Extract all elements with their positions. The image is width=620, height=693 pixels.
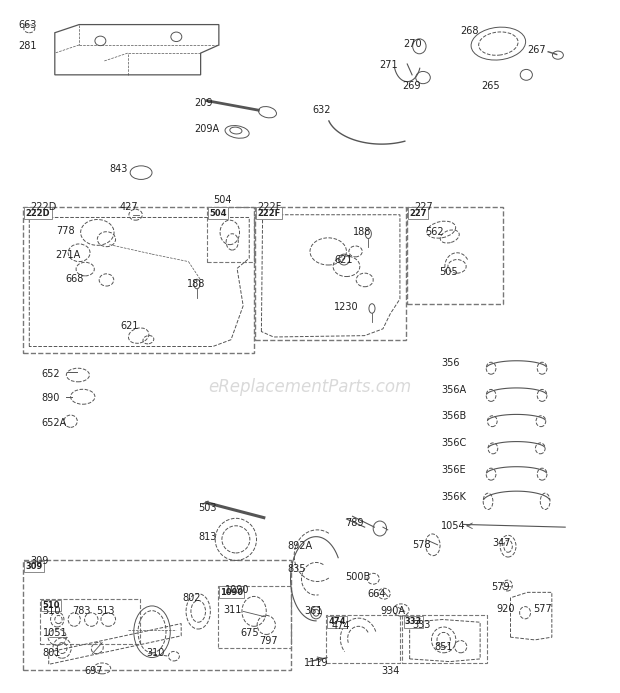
Text: 697: 697 <box>84 666 102 676</box>
Bar <box>255 207 406 340</box>
Bar <box>402 615 487 663</box>
Text: 675: 675 <box>241 628 259 638</box>
Text: 663: 663 <box>19 19 37 30</box>
Text: 578: 578 <box>412 540 431 550</box>
Text: 1054: 1054 <box>441 521 466 531</box>
Text: 356E: 356E <box>441 465 466 475</box>
Bar <box>407 207 503 304</box>
Text: 334: 334 <box>382 666 400 676</box>
Text: 504: 504 <box>209 209 227 218</box>
Text: 835: 835 <box>287 564 306 574</box>
Bar <box>23 207 254 353</box>
Text: 474: 474 <box>328 617 346 626</box>
Text: 892A: 892A <box>287 541 312 551</box>
Text: 632: 632 <box>312 105 331 115</box>
Text: 664: 664 <box>367 589 386 599</box>
Text: 510: 510 <box>43 601 60 610</box>
Text: 504: 504 <box>213 195 231 205</box>
Text: 222F: 222F <box>258 209 281 218</box>
Text: 270: 270 <box>404 40 422 49</box>
Text: 474: 474 <box>332 622 350 631</box>
Bar <box>326 615 400 663</box>
Text: 188: 188 <box>353 227 371 238</box>
Text: 1230: 1230 <box>334 302 359 312</box>
Text: 222F: 222F <box>258 202 282 211</box>
Text: 271: 271 <box>379 60 398 70</box>
Text: 778: 778 <box>56 226 74 236</box>
Text: 503: 503 <box>198 503 217 513</box>
Text: 269: 269 <box>402 80 421 91</box>
Text: 621: 621 <box>120 321 139 331</box>
Text: 347: 347 <box>492 538 511 548</box>
Text: 1119: 1119 <box>304 658 329 668</box>
Text: 267: 267 <box>528 46 546 55</box>
Text: 505: 505 <box>439 267 458 277</box>
Text: 281: 281 <box>19 42 37 51</box>
Text: 510: 510 <box>43 606 61 616</box>
Text: 813: 813 <box>198 532 216 542</box>
Text: 265: 265 <box>481 80 500 91</box>
Text: 333: 333 <box>412 620 430 630</box>
Text: 801: 801 <box>43 649 61 658</box>
Bar <box>218 586 291 648</box>
Text: 222D: 222D <box>30 202 57 211</box>
Text: 356A: 356A <box>441 385 466 395</box>
Text: 652A: 652A <box>42 418 67 428</box>
Text: 356: 356 <box>441 358 460 368</box>
Text: 310: 310 <box>146 649 164 658</box>
Text: 621: 621 <box>334 254 353 265</box>
Text: 361: 361 <box>304 606 322 616</box>
Text: 789: 789 <box>345 518 364 528</box>
Text: 309: 309 <box>30 556 49 566</box>
Text: 268: 268 <box>461 26 479 36</box>
Text: 843: 843 <box>110 164 128 173</box>
Text: 356K: 356K <box>441 492 466 502</box>
Text: 1051: 1051 <box>43 628 68 638</box>
Text: 227: 227 <box>415 202 433 211</box>
Text: 227: 227 <box>410 209 427 218</box>
Text: 356B: 356B <box>441 411 466 421</box>
Bar <box>23 560 291 669</box>
Text: 222D: 222D <box>25 209 50 218</box>
Text: 797: 797 <box>259 636 278 647</box>
Text: 802: 802 <box>182 593 201 603</box>
Text: 562: 562 <box>425 227 444 238</box>
Text: 333: 333 <box>405 617 422 626</box>
Text: 851: 851 <box>434 642 453 651</box>
Text: 500B: 500B <box>345 572 371 582</box>
Text: 1090: 1090 <box>225 585 249 595</box>
Text: 890: 890 <box>42 393 60 403</box>
Text: 1090: 1090 <box>220 588 243 597</box>
Text: 271A: 271A <box>55 250 80 261</box>
Text: 920: 920 <box>496 604 515 613</box>
Text: 209A: 209A <box>195 124 219 134</box>
Text: 577: 577 <box>534 604 552 613</box>
Text: 309: 309 <box>25 562 43 571</box>
Text: 513: 513 <box>96 606 115 616</box>
Text: 579: 579 <box>491 582 510 592</box>
Text: 188: 188 <box>187 279 206 289</box>
Bar <box>40 599 140 644</box>
Text: 652: 652 <box>42 369 60 378</box>
Text: 668: 668 <box>66 274 84 283</box>
Text: 311: 311 <box>224 605 242 615</box>
Text: eReplacementParts.com: eReplacementParts.com <box>208 378 412 396</box>
Text: 990A: 990A <box>381 606 405 616</box>
Bar <box>206 207 254 262</box>
Text: 209: 209 <box>195 98 213 108</box>
Text: 783: 783 <box>72 606 91 616</box>
Text: 356C: 356C <box>441 438 466 448</box>
Text: 427: 427 <box>119 202 138 211</box>
